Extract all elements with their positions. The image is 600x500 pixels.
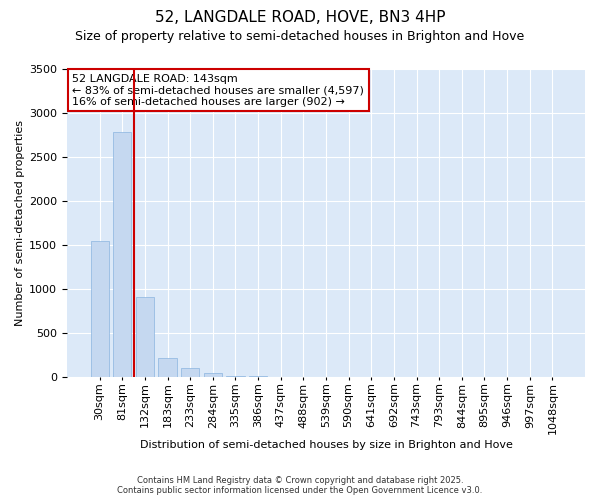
Bar	[136, 297, 154, 377]
Bar	[158, 358, 176, 377]
Text: 52, LANGDALE ROAD, HOVE, BN3 4HP: 52, LANGDALE ROAD, HOVE, BN3 4HP	[155, 10, 445, 25]
Text: Contains HM Land Registry data © Crown copyright and database right 2025.
Contai: Contains HM Land Registry data © Crown c…	[118, 476, 482, 495]
Bar	[91, 242, 109, 377]
Bar	[249, 376, 267, 377]
Bar	[181, 368, 199, 377]
X-axis label: Distribution of semi-detached houses by size in Brighton and Hove: Distribution of semi-detached houses by …	[140, 440, 512, 450]
Y-axis label: Number of semi-detached properties: Number of semi-detached properties	[15, 120, 25, 326]
Text: Size of property relative to semi-detached houses in Brighton and Hove: Size of property relative to semi-detach…	[76, 30, 524, 43]
Bar	[113, 132, 131, 377]
Bar	[226, 376, 245, 377]
Bar	[204, 374, 222, 377]
Text: 52 LANGDALE ROAD: 143sqm
← 83% of semi-detached houses are smaller (4,597)
16% o: 52 LANGDALE ROAD: 143sqm ← 83% of semi-d…	[72, 74, 364, 107]
